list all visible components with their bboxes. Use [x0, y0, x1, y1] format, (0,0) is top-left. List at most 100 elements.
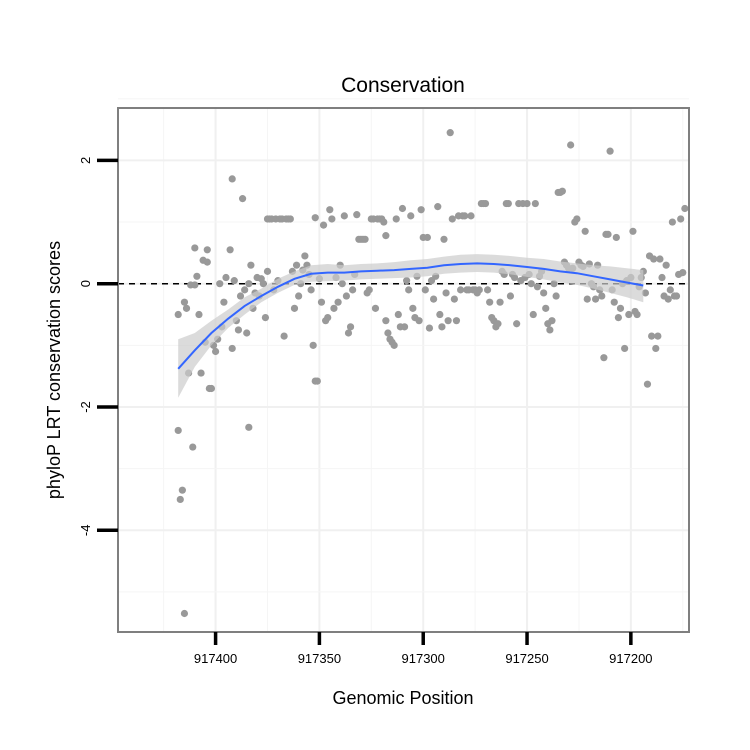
data-point	[421, 286, 429, 294]
data-point	[180, 298, 189, 306]
data-point	[405, 286, 413, 294]
data-point	[423, 233, 431, 242]
y-axis-label: phyloP LRT conservation scores	[44, 241, 64, 499]
x-tick-label: 917250	[505, 651, 548, 666]
data-point	[292, 261, 301, 269]
smooth-line	[177, 262, 644, 370]
data-point	[384, 329, 392, 337]
data-point	[430, 295, 438, 303]
data-point	[189, 443, 197, 451]
data-point	[392, 215, 400, 223]
data-point	[548, 317, 556, 325]
data-point	[344, 329, 353, 337]
data-point	[203, 258, 211, 266]
y-axis-ticks: 2 0 -2 -4	[78, 157, 118, 536]
data-point	[346, 323, 355, 331]
data-point	[382, 317, 390, 325]
x-tick-label: 917300	[402, 651, 445, 666]
data-point	[417, 206, 425, 214]
data-point	[403, 277, 411, 285]
data-point	[581, 227, 589, 235]
data-point	[330, 304, 338, 312]
data-point	[513, 320, 521, 328]
data-point	[174, 426, 182, 435]
data-point	[467, 212, 475, 220]
y-tick-label: -2	[78, 401, 93, 413]
data-point	[598, 292, 606, 300]
data-point	[319, 221, 328, 229]
data-point	[295, 292, 303, 300]
data-point	[650, 255, 658, 263]
data-point	[309, 341, 317, 349]
x-axis-label: Genomic Position	[332, 688, 473, 708]
data-point	[442, 289, 450, 297]
data-point	[216, 280, 224, 288]
data-point	[600, 354, 608, 362]
data-point	[457, 286, 465, 294]
data-point	[390, 341, 398, 349]
data-point	[220, 298, 228, 306]
data-point	[290, 304, 299, 312]
data-point	[641, 289, 649, 297]
data-point	[629, 227, 637, 235]
data-point	[672, 292, 681, 300]
data-point	[436, 310, 444, 319]
data-point	[652, 344, 660, 353]
data-point	[226, 246, 234, 254]
grid-lines	[118, 98, 689, 632]
data-point	[409, 304, 417, 312]
data-point	[178, 486, 186, 494]
data-point	[444, 317, 452, 325]
data-point	[450, 295, 458, 303]
data-point	[191, 244, 199, 252]
data-point	[245, 423, 253, 431]
data-point	[191, 281, 199, 289]
confidence-band-area	[178, 254, 644, 398]
data-point	[203, 246, 211, 254]
data-point	[400, 323, 409, 331]
data-point	[311, 214, 319, 222]
data-point	[604, 230, 612, 238]
data-point	[280, 332, 288, 340]
data-point	[461, 212, 469, 220]
data-point	[407, 212, 415, 220]
data-point	[317, 298, 326, 306]
x-axis-ticks: 917400 917350 917300 917250 917200	[194, 632, 653, 666]
data-point	[207, 384, 216, 393]
data-point	[228, 344, 236, 353]
data-point	[365, 286, 373, 294]
data-point	[446, 129, 454, 137]
data-point	[481, 199, 490, 208]
data-point	[679, 268, 687, 277]
data-point	[211, 347, 220, 356]
chart-title: Conservation	[341, 74, 465, 97]
data-point	[523, 199, 531, 208]
data-point	[328, 215, 336, 223]
smooth-curve	[177, 262, 644, 370]
data-point	[236, 292, 245, 300]
data-point	[506, 292, 515, 300]
data-point	[340, 212, 348, 220]
data-point	[558, 187, 566, 195]
data-point	[438, 323, 446, 331]
data-point	[567, 141, 575, 149]
data-point	[612, 233, 620, 242]
data-point	[552, 292, 560, 300]
data-point	[452, 317, 461, 325]
data-point	[222, 273, 230, 282]
data-point	[664, 295, 672, 303]
y-tick-label: -4	[78, 525, 93, 537]
data-point	[546, 326, 554, 334]
data-point	[486, 298, 494, 306]
data-point	[654, 332, 662, 340]
data-point	[666, 286, 674, 294]
data-point	[286, 215, 294, 223]
data-point	[573, 215, 581, 223]
data-point	[621, 344, 629, 353]
data-point	[263, 267, 272, 275]
data-point	[238, 195, 247, 203]
data-point	[394, 310, 402, 319]
x-tick-label: 917350	[298, 651, 341, 666]
data-point	[353, 211, 361, 219]
data-point	[380, 218, 388, 226]
